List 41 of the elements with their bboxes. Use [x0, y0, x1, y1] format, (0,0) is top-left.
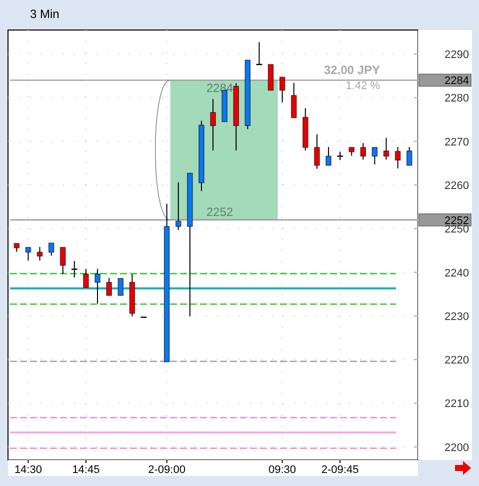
candlestick [70, 260, 78, 278]
y-tick-label: 2280 [444, 92, 469, 105]
y-tick-label: 2230 [444, 310, 469, 323]
y-tick-label: 2250 [444, 224, 469, 236]
annotation: 2252 [206, 204, 234, 219]
annotation: 32.00 JPY [324, 63, 380, 78]
candlestick [94, 268, 100, 304]
candlestick [326, 146, 332, 166]
annotation: 2284 [206, 81, 234, 96]
candlestick [106, 277, 112, 296]
chart-title: 3 Min [30, 7, 60, 21]
y-tick-label: 2240 [444, 267, 469, 280]
y-tick-label: 2260 [444, 180, 469, 192]
x-tick-label: 09:30 [268, 464, 296, 476]
ref-line-label: 2284 [444, 75, 469, 88]
candlestick [210, 98, 216, 151]
candlestick [83, 268, 89, 288]
candlestick [406, 146, 412, 166]
candlestick [36, 246, 43, 261]
candlestick [394, 146, 401, 169]
y-tick-label: 2290 [444, 49, 469, 62]
candlestick [290, 82, 297, 118]
candlestick [279, 76, 286, 103]
candlestick [60, 246, 66, 275]
x-tick-label: 2-09:00 [148, 464, 186, 476]
annotation: 1.42 % [346, 80, 380, 92]
x-tick-label: 14:45 [72, 464, 100, 476]
candlestick [25, 246, 32, 261]
candlestick [360, 142, 366, 160]
x-tick-label: 2-09:45 [321, 464, 359, 476]
y-tick-label: 2270 [444, 136, 469, 148]
candlestick [175, 182, 182, 230]
y-tick-label: 2220 [444, 354, 469, 367]
candlestick [118, 278, 124, 296]
candlestick [383, 137, 390, 160]
y-tick-label: 2210 [444, 398, 469, 410]
x-tick-label: 14:30 [14, 464, 42, 476]
candlestick [48, 242, 54, 256]
candlestick [314, 134, 320, 170]
y-tick-label: 2200 [444, 442, 469, 454]
candlestick [372, 146, 378, 165]
